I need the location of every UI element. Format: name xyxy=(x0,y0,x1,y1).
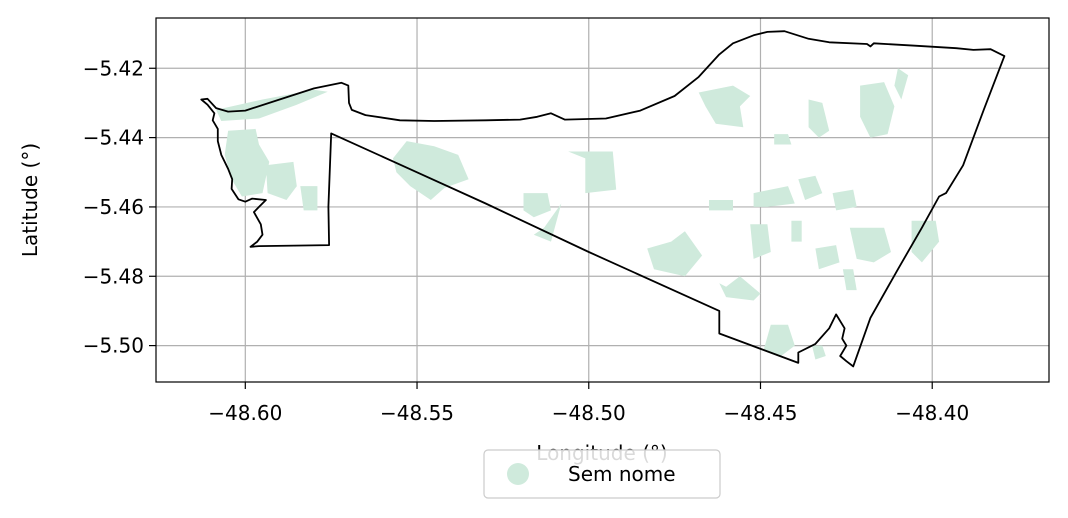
protected-area-polygon xyxy=(698,85,751,128)
protected-areas-layer xyxy=(216,68,940,360)
municipality-boundary xyxy=(200,30,1006,368)
legend: Sem nome xyxy=(483,449,721,499)
protected-area-polygon xyxy=(763,324,795,356)
axes-frame xyxy=(155,17,1050,383)
protected-area-polygon xyxy=(832,189,857,211)
axis-ticks: −48.60 −48.55 −48.50 −48.45 −48.40 −5.42 −5.44… xyxy=(83,56,970,425)
protected-area-polygon xyxy=(533,203,562,242)
protected-area-polygon xyxy=(860,82,895,138)
protected-area-polygon xyxy=(815,245,840,270)
y-tick-label: −5.50 xyxy=(83,334,144,358)
protected-area-polygon xyxy=(750,224,771,259)
protected-area-polygon xyxy=(842,269,857,291)
legend-marker-sem-nome xyxy=(507,463,529,485)
protected-area-polygon xyxy=(774,134,792,145)
y-tick-label: −5.44 xyxy=(83,126,144,150)
protected-area-polygon xyxy=(798,175,823,200)
protected-area-polygon xyxy=(265,161,297,200)
protected-area-polygon xyxy=(812,345,826,360)
protected-area-polygon xyxy=(849,227,891,263)
protected-area-polygon xyxy=(753,186,795,207)
y-axis-title: Latitude (°) xyxy=(18,143,42,257)
protected-area-polygon xyxy=(647,231,703,277)
protected-area-polygon xyxy=(568,151,617,194)
protected-area-polygon xyxy=(719,276,761,301)
protected-area-polygon xyxy=(216,89,328,121)
protected-area-polygon xyxy=(224,128,270,197)
x-tick-label: −48.60 xyxy=(208,401,282,425)
protected-area-polygon xyxy=(709,200,733,211)
x-tick-label: −48.50 xyxy=(552,401,626,425)
y-tick-label: −5.46 xyxy=(83,195,144,219)
x-tick-label: −48.45 xyxy=(723,401,797,425)
protected-area-polygon xyxy=(911,220,940,263)
legend-label-sem-nome: Sem nome xyxy=(568,462,676,486)
gridlines xyxy=(156,18,1049,382)
protected-area-polygon xyxy=(894,68,909,100)
protected-area-polygon xyxy=(523,193,551,218)
x-tick-label: −48.40 xyxy=(895,401,969,425)
x-tick-label: −48.55 xyxy=(380,401,454,425)
protected-area-polygon xyxy=(791,220,802,242)
protected-area-polygon xyxy=(300,186,318,211)
y-tick-label: −5.48 xyxy=(83,264,144,288)
y-tick-label: −5.42 xyxy=(83,56,144,80)
legend-box xyxy=(483,449,721,499)
protected-area-polygon xyxy=(393,141,469,200)
protected-area-polygon xyxy=(808,99,830,138)
